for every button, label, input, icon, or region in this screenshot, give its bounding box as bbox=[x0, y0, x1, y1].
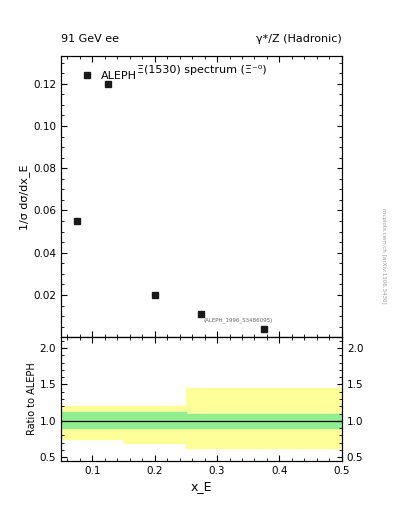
Text: γ*/Z (Hadronic): γ*/Z (Hadronic) bbox=[256, 33, 342, 44]
Y-axis label: Ratio to ALEPH: Ratio to ALEPH bbox=[27, 362, 37, 435]
Text: mcplots.cern.ch [arXiv:1306.3436]: mcplots.cern.ch [arXiv:1306.3436] bbox=[381, 208, 386, 304]
Legend: ALEPH: ALEPH bbox=[72, 68, 140, 84]
X-axis label: x_E: x_E bbox=[191, 480, 212, 493]
Text: 91 GeV ee: 91 GeV ee bbox=[61, 33, 119, 44]
Y-axis label: 1/σ dσ/dx_E: 1/σ dσ/dx_E bbox=[19, 164, 30, 229]
Text: Ξ(1530) spectrum (Ξ⁻⁰): Ξ(1530) spectrum (Ξ⁻⁰) bbox=[137, 65, 266, 75]
Text: (ALEPH_1996_S3486095): (ALEPH_1996_S3486095) bbox=[203, 317, 272, 323]
